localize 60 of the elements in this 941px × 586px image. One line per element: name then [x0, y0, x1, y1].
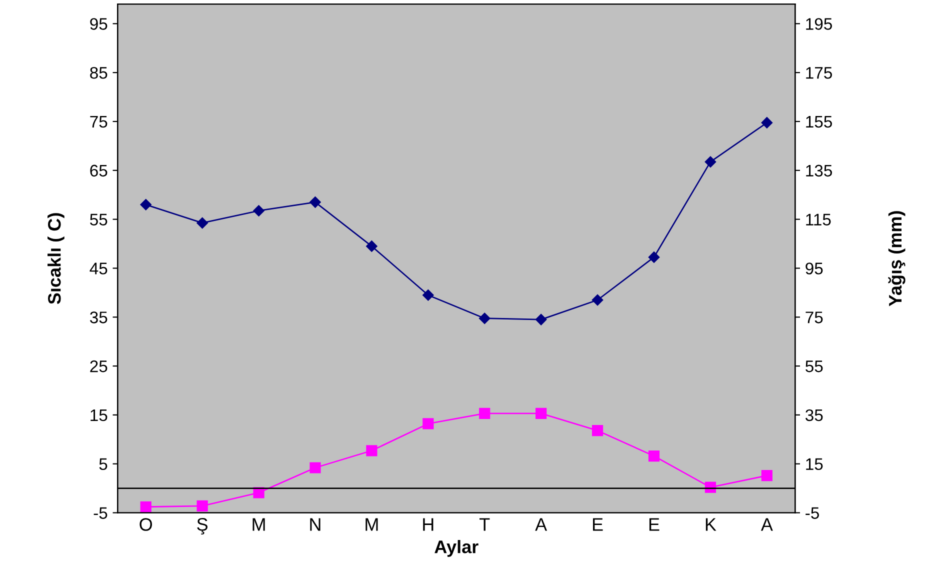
y2-tick-label: 95	[806, 262, 823, 274]
point	[761, 117, 773, 128]
y-tick-label: 95	[90, 18, 108, 30]
point	[536, 408, 547, 420]
point	[253, 205, 264, 216]
point	[648, 252, 660, 263]
point	[704, 156, 716, 168]
point	[140, 501, 152, 512]
y2-tick-label: 135	[806, 164, 832, 177]
x-tick-label: A	[535, 518, 548, 531]
point	[479, 312, 490, 324]
y-axis-title: Sıcaklı ( C)	[48, 213, 64, 304]
y2-tick-label: 195	[806, 18, 832, 30]
point	[140, 199, 152, 210]
y-tick-label: 45	[90, 262, 108, 274]
y-tick-label: 35	[90, 312, 108, 324]
point	[310, 196, 321, 208]
point	[366, 240, 378, 252]
y-tick-label: -5	[94, 507, 108, 519]
y2-tick-label: 35	[806, 409, 823, 422]
y-tick-label: 55	[90, 214, 108, 226]
y2-tick-label: -5	[806, 507, 819, 519]
y-tick-label: 85	[90, 66, 108, 79]
x-tick-label: M	[366, 518, 378, 531]
x-tick-label: H	[423, 518, 434, 531]
point	[196, 217, 208, 229]
y-tick-label: 75	[90, 116, 108, 128]
y2-tick-label: 115	[806, 214, 831, 226]
x-tick-label: T	[480, 518, 490, 531]
x-tick-label: K	[706, 518, 716, 531]
point	[648, 450, 660, 462]
point	[422, 418, 434, 430]
y2-tick-label: 75	[806, 312, 823, 324]
y-tick-label: 15	[90, 410, 108, 422]
point	[253, 487, 264, 498]
point	[761, 470, 772, 482]
x-tick-label: M	[252, 518, 265, 531]
y2-tick-label: 175	[806, 67, 832, 79]
y-tick-label: 65	[90, 164, 108, 177]
x-tick-label: O	[140, 518, 152, 531]
point	[422, 290, 434, 301]
y2-tick-label: 155	[806, 116, 832, 128]
point	[535, 314, 547, 326]
y-tick-label: 25	[90, 360, 108, 372]
point	[592, 294, 604, 306]
point	[592, 425, 604, 436]
point	[366, 445, 378, 456]
y-tick-label: 5	[99, 458, 108, 470]
point	[310, 462, 321, 474]
x-tick-label: A	[760, 518, 773, 531]
x-axis-title: Aylar	[434, 540, 478, 557]
x-tick-label: N	[310, 518, 320, 531]
point	[479, 408, 490, 420]
y2-tick-label: 15	[806, 458, 823, 470]
y2-tick-label: 55	[806, 360, 823, 372]
point	[196, 500, 208, 512]
x-tick-label: E	[592, 518, 603, 531]
y2-axis-title: Yağış (mm)	[888, 211, 906, 306]
x-tick-label: Ş	[197, 518, 208, 534]
x-tick-label: E	[649, 518, 660, 531]
